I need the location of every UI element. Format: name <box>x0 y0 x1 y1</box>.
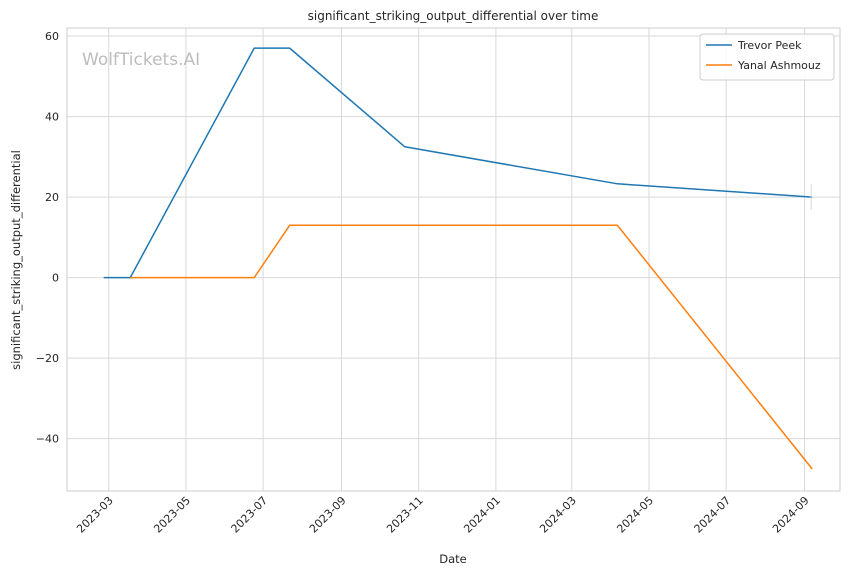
grid <box>67 28 840 491</box>
y-tick-label: 20 <box>45 191 59 204</box>
y-tick-label: −20 <box>36 352 59 365</box>
legend-label-yanal-ashmouz: Yanal Ashmouz <box>737 59 821 72</box>
y-tick-label: −40 <box>36 433 59 446</box>
x-axis-label: Date <box>439 552 467 566</box>
series-line-yanal-ashmouz <box>130 224 813 470</box>
series-lines <box>103 47 813 470</box>
legend-box <box>699 33 835 81</box>
y-axis-label: significant_striking_output_differential <box>9 150 23 370</box>
legend-label-trevor-peek: Trevor Peek <box>737 39 802 52</box>
y-tick-label: 60 <box>45 30 59 43</box>
chart-title: significant_striking_output_differential… <box>308 9 599 23</box>
y-tick-labels: −40 −20 0 20 40 60 <box>36 30 59 446</box>
plot-area <box>66 27 841 492</box>
y-tick-label: 40 <box>45 111 59 124</box>
watermark: WolfTickets.AI <box>82 50 200 70</box>
legend: Trevor Peek Yanal Ashmouz <box>699 33 835 81</box>
y-tick-label: 0 <box>52 272 59 285</box>
